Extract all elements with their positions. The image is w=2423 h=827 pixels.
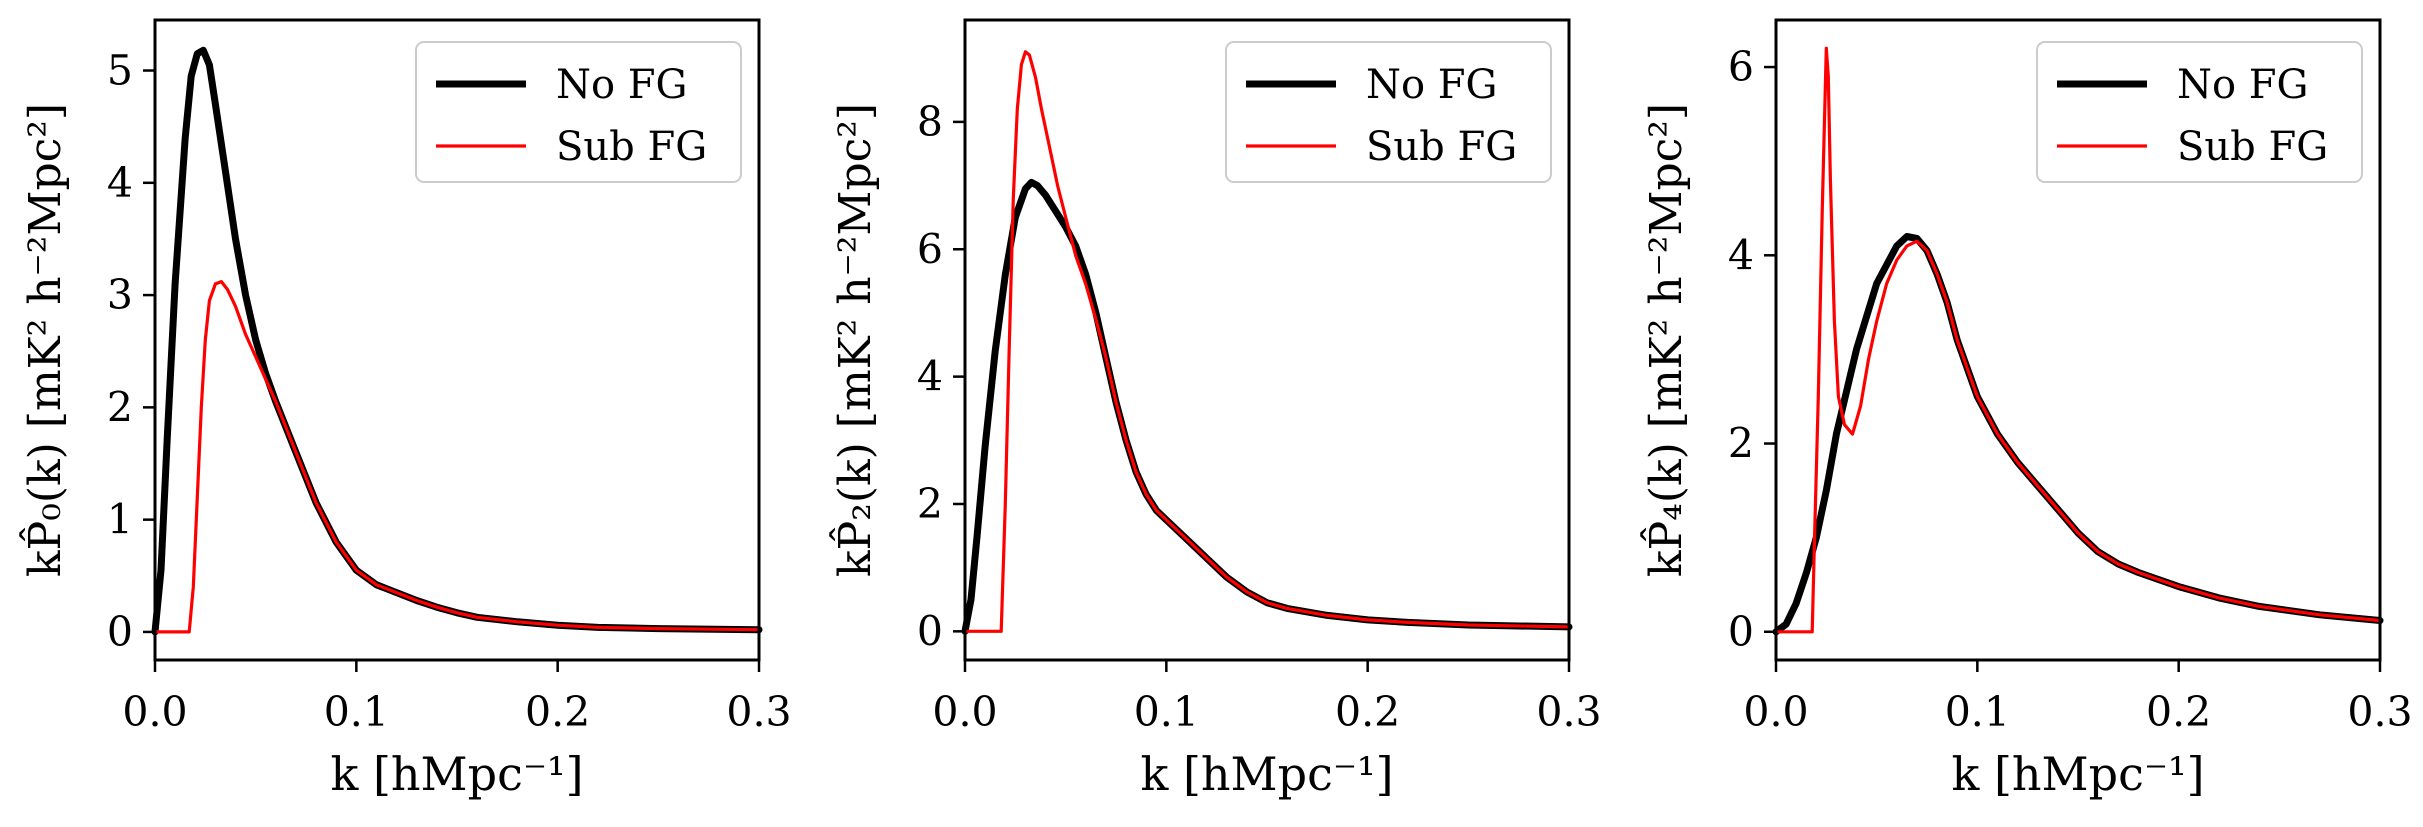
x-axis-label: k [hMpc⁻¹] [1140, 747, 1393, 801]
series-line-no-fg [1772, 233, 2384, 636]
x-tick-label: 0.2 [1335, 688, 1400, 736]
plot-frame [963, 18, 1571, 662]
legend-label: No FG [1366, 62, 1498, 108]
y-tick-label: 4 [1728, 231, 1754, 279]
y-tick-label: 4 [917, 353, 943, 401]
series-line-sub-fg [1774, 46, 2382, 634]
legend: No FG Sub FG [1225, 41, 1552, 183]
series-line-sub-fg [963, 50, 1571, 633]
plot-frame [1774, 18, 2382, 662]
y-axis-label: kP̂₀(k) [mK² h⁻²Mpc²] [18, 103, 71, 577]
panel-p0: 0.0 0.1 0.2 0.3 0 1 2 3 4 5 k [hMpc⁻¹] kP̂₀(k) [mK²… [18, 18, 792, 801]
y-axis-label: kP̂₄(k) [mK² h⁻²Mpc²] [1639, 103, 1692, 577]
x-tick-label: 0.1 [1945, 688, 2010, 736]
y-axis-label: kP̂₂(k) [mK² h⁻²Mpc²] [828, 103, 881, 577]
x-tick-label: 0.3 [1536, 688, 1601, 736]
y-tick-label: 3 [107, 271, 133, 319]
x-tick-label: 0.3 [2347, 688, 2412, 736]
x-tick-label: 0.1 [324, 688, 389, 736]
x-axis-label: k [hMpc⁻¹] [330, 747, 583, 801]
x-tick-label: 0.2 [525, 688, 590, 736]
x-tick-label: 0.0 [932, 688, 997, 736]
panel-p2: 0.0 0.1 0.2 0.3 0 2 4 6 8 k [hMpc⁻¹] kP̂₂(k) [mK² … [828, 18, 1602, 801]
y-tick-label: 2 [1728, 420, 1754, 468]
legend-label: No FG [556, 62, 688, 108]
y-tick-label: 1 [107, 496, 133, 544]
y-tick-label: 0 [107, 608, 133, 656]
legend-label: Sub FG [556, 124, 707, 170]
y-tick-label: 2 [107, 383, 133, 431]
y-tick-label: 0 [917, 607, 943, 655]
series-line-sub-fg [153, 280, 761, 634]
x-tick-label: 0.2 [2146, 688, 2211, 736]
legend-label: Sub FG [1366, 124, 1517, 170]
legend: No FG Sub FG [2036, 41, 2363, 183]
y-tick-label: 6 [917, 225, 943, 273]
y-tick-label: 5 [107, 47, 133, 95]
x-tick-label: 0.3 [726, 688, 791, 736]
plot-frame [153, 18, 761, 662]
y-tick-label: 8 [917, 98, 943, 146]
x-axis-label: k [hMpc⁻¹] [1951, 747, 2204, 801]
legend-label: No FG [2177, 62, 2309, 108]
x-tick-label: 0.0 [122, 688, 187, 736]
legend-label: Sub FG [2177, 124, 2328, 170]
panel-p4: 0.0 0.1 0.2 0.3 0 2 4 6 k [hMpc⁻¹] kP̂₄(k) [mK² h… [1639, 18, 2413, 801]
y-tick-label: 4 [107, 159, 133, 207]
x-tick-label: 0.1 [1134, 688, 1199, 736]
y-tick-label: 0 [1728, 608, 1754, 656]
legend: No FG Sub FG [415, 41, 742, 183]
y-tick-label: 6 [1728, 43, 1754, 91]
x-tick-label: 0.0 [1743, 688, 1808, 736]
y-tick-label: 2 [917, 480, 943, 528]
series-line-no-fg [961, 178, 1573, 635]
